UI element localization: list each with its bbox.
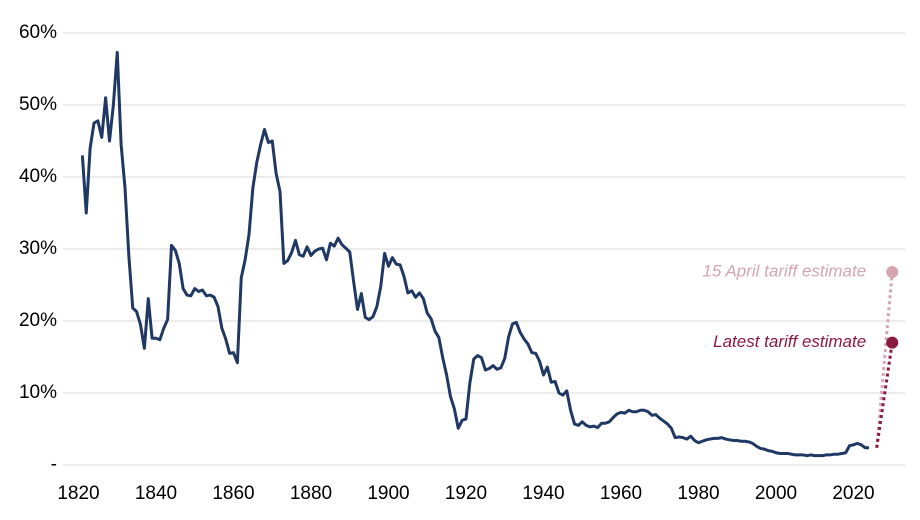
x-tick-label: 1960 [600,483,642,504]
y-tick-label: 10% [19,382,57,403]
x-tick-label: 2020 [832,483,874,504]
x-tick-label: 1940 [522,483,564,504]
estimate-line [875,271,894,448]
x-tick-label: 1820 [57,483,99,504]
x-tick-label: 1900 [367,483,409,504]
x-tick-label: 1880 [290,483,332,504]
y-tick-label: 60% [19,22,57,43]
x-tick-label: 1860 [212,483,254,504]
y-tick-label: 30% [19,238,57,259]
y-tick-label: 50% [19,94,57,115]
y-tick-label: 40% [19,166,57,187]
annotation-label: Latest tariff estimate [713,332,866,351]
x-tick-label: 1920 [445,483,487,504]
estimate-point [886,336,899,349]
estimate-point [886,266,899,279]
y-tick-label: - [51,454,57,475]
x-tick-label: 1980 [677,483,719,504]
x-tick-label: 2000 [755,483,797,504]
annotation-label: 15 April tariff estimate [702,262,866,281]
line-series [80,50,869,458]
estimate-line [875,342,894,448]
y-tick-label: 20% [19,310,57,331]
x-tick-label: 1840 [135,483,177,504]
